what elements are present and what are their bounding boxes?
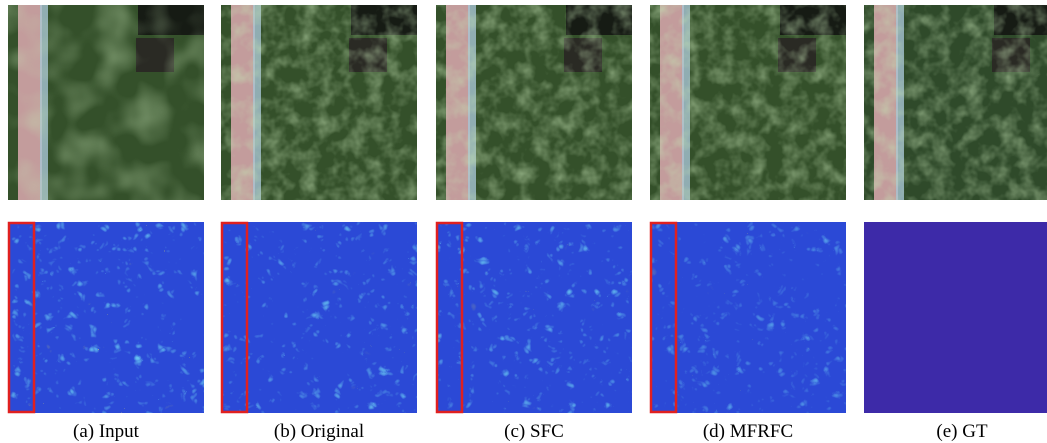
- caption: (b) Original: [274, 421, 364, 442]
- caption: (a) Input: [73, 421, 140, 442]
- error-hotspots: [8, 222, 204, 413]
- caption: (c) SFC: [504, 421, 564, 442]
- error-hotspots: [436, 222, 632, 413]
- error-hotspots: [221, 222, 417, 413]
- figure: (a) Input (b) Original (c) SFC (d) MFRFC (e)…: [0, 0, 1047, 443]
- texture: [8, 5, 204, 200]
- error-map: [864, 222, 1047, 413]
- error-hotspots: [650, 222, 846, 413]
- caption: (d) MFRFC: [703, 421, 793, 442]
- caption: (e) GT: [936, 421, 988, 442]
- page: (a) Input (b) Original (c) SFC (d) MFRFC (e)…: [0, 0, 1047, 443]
- texture: [650, 5, 846, 200]
- texture: [436, 5, 632, 200]
- texture: [864, 5, 1047, 200]
- texture: [221, 5, 417, 200]
